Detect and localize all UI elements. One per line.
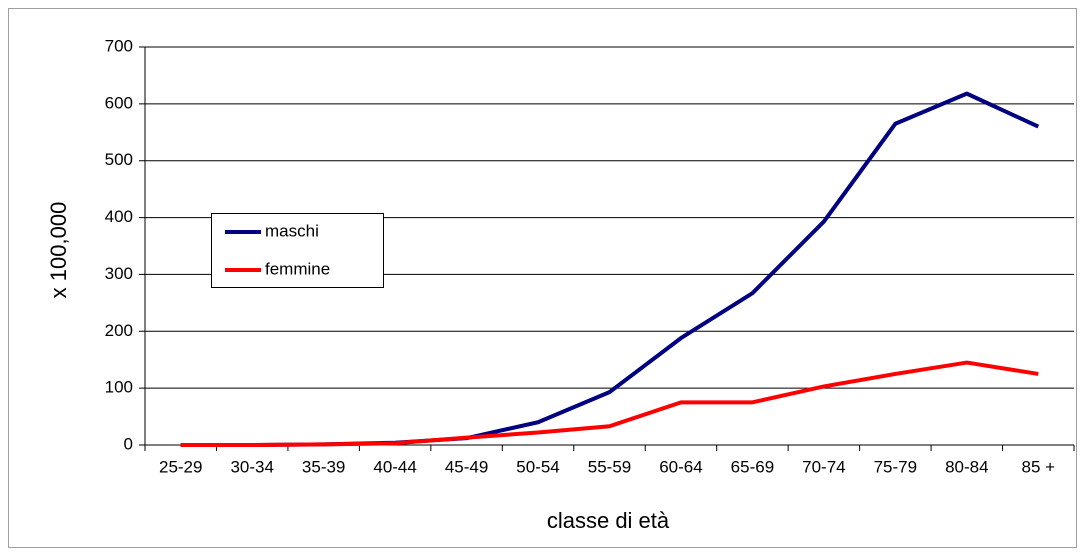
x-tick-label: 35-39 [302, 457, 345, 476]
x-tick-label: 40-44 [373, 457, 416, 476]
y-tick-label: 0 [124, 434, 133, 453]
series-line [180, 360, 1039, 447]
y-tick-label: 300 [105, 264, 133, 283]
x-tick-label: 75-79 [874, 457, 917, 476]
y-axis-label: x 100,000 [46, 202, 71, 299]
x-tick-label: 30-34 [230, 457, 273, 476]
legend-box [211, 213, 384, 288]
chart-border [8, 8, 1077, 548]
x-tick-label: 70-74 [802, 457, 845, 476]
x-tick-label: 85 + [1021, 457, 1055, 476]
y-tick-label: 200 [105, 321, 133, 340]
x-tick-label: 45-49 [445, 457, 488, 476]
x-tick-label: 55-59 [588, 457, 631, 476]
y-tick-label: 700 [105, 36, 133, 55]
y-tick-label: 400 [105, 207, 133, 226]
x-tick-label: 80-84 [945, 457, 988, 476]
x-tick-label: 65-69 [731, 457, 774, 476]
y-tick-label: 600 [105, 93, 133, 112]
legend-label: femmine [265, 259, 330, 278]
y-tick-label: 500 [105, 150, 133, 169]
x-tick-label: 25-29 [159, 457, 202, 476]
x-tick-label: 60-64 [659, 457, 702, 476]
legend-label: maschi [265, 221, 319, 240]
x-tick-label: 50-54 [516, 457, 559, 476]
y-tick-label: 100 [105, 378, 133, 397]
x-axis-label: classe di età [547, 508, 670, 533]
